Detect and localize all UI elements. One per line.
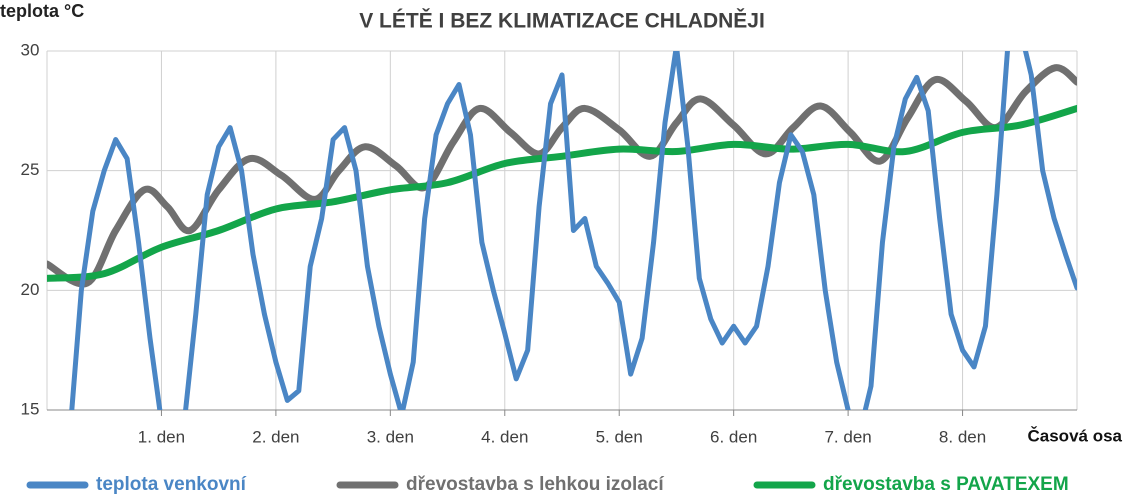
x-tick-label: 7. den [824, 427, 871, 446]
series-line [69, 51, 1077, 410]
x-tick-label: 6. den [710, 427, 757, 446]
y-tick-label: 20 [21, 280, 40, 299]
x-tick-label: 3. den [367, 427, 414, 446]
y-tick-label: 15 [21, 399, 40, 418]
y-axis-label: teplota °C [0, 1, 84, 21]
y-tick-label: 25 [21, 160, 40, 179]
x-tick-label: 5. den [596, 427, 643, 446]
chart-title: V LÉTĚ I BEZ KLIMATIZACE CHLADNĚJI [359, 9, 765, 33]
legend-label: teplota venkovní [96, 474, 247, 495]
series-line [47, 64, 1077, 288]
x-tick-label: 4. den [481, 427, 528, 446]
legend-label: dřevostavba s PAVATEXEM [823, 474, 1069, 495]
legend-label: dřevostavba s lehkou izolací [406, 474, 664, 495]
x-tick-label: 8. den [939, 427, 986, 446]
x-tick-label: 1. den [138, 427, 185, 446]
x-tick-label: 2. den [252, 427, 299, 446]
series-line [47, 104, 1077, 282]
x-axis-label: Časová osa [1028, 426, 1123, 445]
y-tick-label: 30 [21, 40, 40, 59]
